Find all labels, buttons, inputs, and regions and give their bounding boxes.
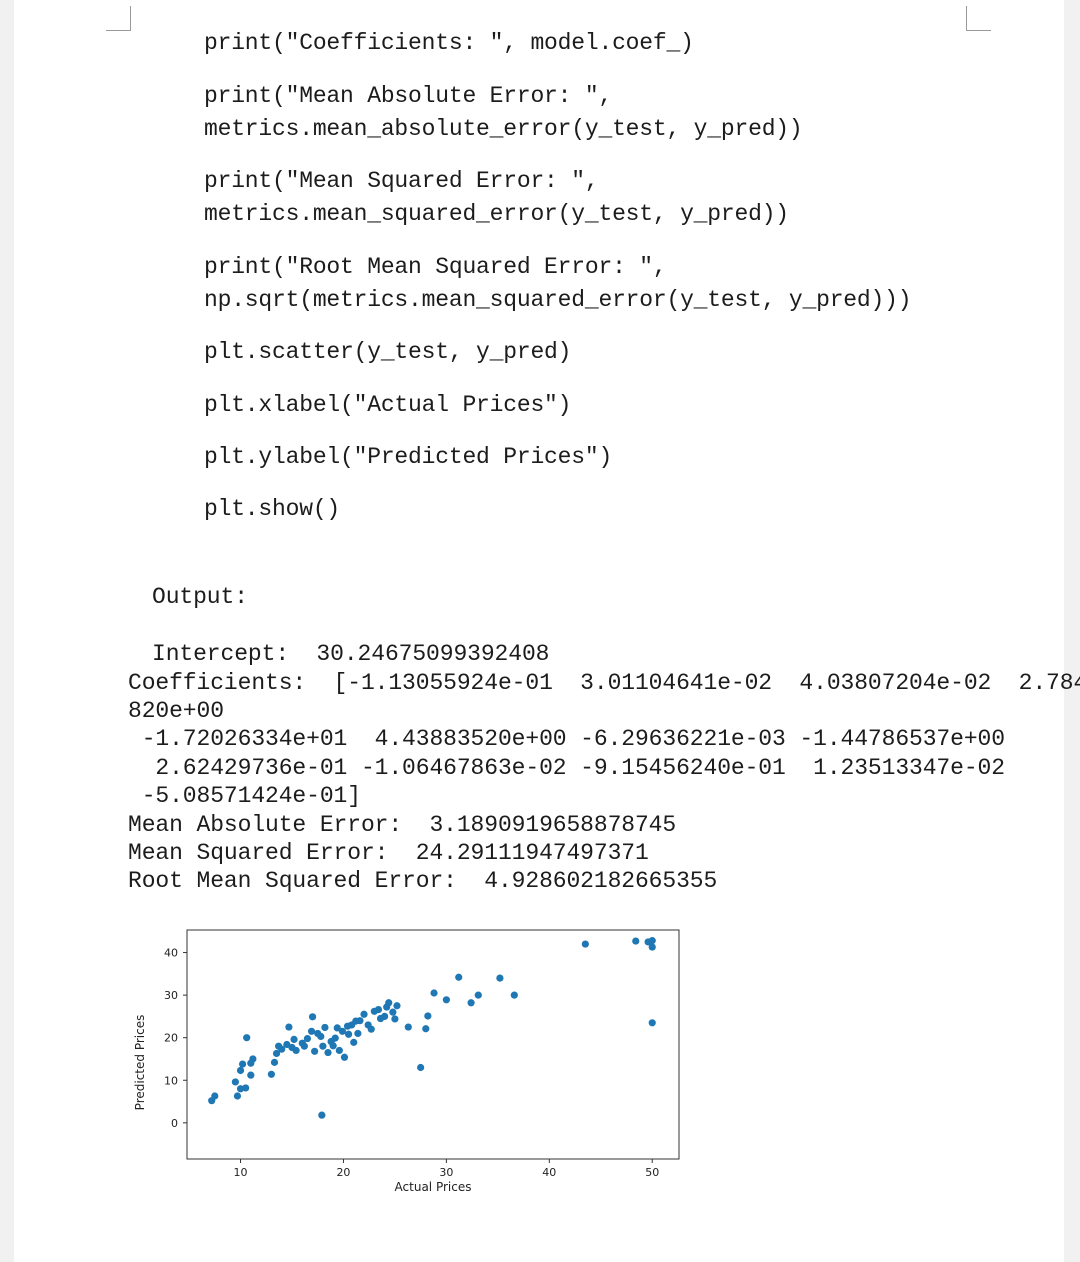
y-tick-label: 10 [164, 1074, 178, 1087]
scatter-point [385, 999, 392, 1006]
scatter-point [317, 1033, 324, 1040]
output-mae: Mean Absolute Error: 3.1890919658878745 [128, 811, 676, 839]
scatter-point [424, 1012, 431, 1019]
output-intercept: Intercept: 30.24675099392408 [152, 640, 549, 668]
y-tick-label: 0 [171, 1117, 178, 1130]
code-line-rmse: print("Root Mean Squared Error: ", np.sq… [204, 251, 911, 317]
y-tick-label: 20 [164, 1032, 178, 1045]
x-tick-label: 50 [645, 1166, 659, 1179]
scatter-point [339, 1028, 346, 1035]
y-tick-label: 30 [164, 989, 178, 1002]
scatter-point [330, 1042, 337, 1049]
output-heading: Output: [152, 583, 248, 611]
scatter-point [350, 1039, 357, 1046]
axes: 10 20 30 40 50 0 10 20 30 40 [164, 947, 659, 1179]
x-tick-label: 20 [336, 1166, 350, 1179]
code-line-mse: print("Mean Squared Error: ", metrics.me… [204, 165, 789, 231]
scatter-point [417, 1064, 424, 1071]
code-line-mae: print("Mean Absolute Error: ", metrics.m… [204, 80, 803, 146]
scatter-point [304, 1035, 311, 1042]
scatter-point [467, 999, 474, 1006]
scatter-point [649, 1019, 656, 1026]
code-line-show: plt.show() [204, 493, 340, 526]
scatter-chart: 10 20 30 40 50 0 10 20 30 40 Actual Prices Predic… [120, 918, 700, 1208]
x-tick-label: 10 [234, 1166, 248, 1179]
y-tick-label: 40 [164, 947, 178, 960]
output-coefficients-line-4: 2.62429736e-01 -1.06467863e-02 -9.154562… [128, 754, 1005, 782]
scatter-point [336, 1047, 343, 1054]
scatter-point [293, 1047, 300, 1054]
scatter-point [443, 996, 450, 1003]
scatter-point [405, 1023, 412, 1030]
scatter-point [341, 1054, 348, 1061]
plot-frame [187, 930, 679, 1159]
output-rmse: Root Mean Squared Error: 4.9286021826653… [128, 867, 717, 895]
scatter-point [321, 1024, 328, 1031]
scatter-point [232, 1078, 239, 1085]
scatter-point [582, 940, 589, 947]
scatter-points [208, 937, 656, 1119]
scatter-point [354, 1030, 361, 1037]
scatter-point [243, 1034, 250, 1041]
x-tick-label: 30 [439, 1166, 453, 1179]
scatter-point [496, 974, 503, 981]
crop-mark-top-left [106, 6, 131, 31]
crop-mark-top-right [966, 6, 991, 31]
scatter-point [319, 1043, 326, 1050]
scatter-point [381, 1013, 388, 1020]
scatter-point [237, 1085, 244, 1092]
scatter-point [632, 937, 639, 944]
scatter-point [247, 1072, 254, 1079]
scatter-point [237, 1067, 244, 1074]
scatter-point [332, 1035, 339, 1042]
scatter-point [324, 1049, 331, 1056]
y-axis-label: Predicted Prices [133, 1015, 147, 1111]
scatter-point [649, 943, 656, 950]
scatter-point [455, 974, 462, 981]
scatter-point [422, 1025, 429, 1032]
x-tick-label: 40 [542, 1166, 556, 1179]
scatter-point [368, 1026, 375, 1033]
scatter-point [475, 992, 482, 999]
code-line-scatter: plt.scatter(y_test, y_pred) [204, 336, 571, 369]
scatter-point [649, 937, 656, 944]
code-line-coefficients: print("Coefficients: ", model.coef_) [204, 27, 694, 60]
scatter-point [511, 992, 518, 999]
code-line-ylabel: plt.ylabel("Predicted Prices") [204, 441, 612, 474]
code-line-xlabel: plt.xlabel("Actual Prices") [204, 389, 571, 422]
scatter-point [308, 1028, 315, 1035]
scatter-point [375, 1006, 382, 1013]
scatter-point [356, 1017, 363, 1024]
scatter-point [268, 1071, 275, 1078]
scatter-point [271, 1059, 278, 1066]
scatter-point [309, 1013, 316, 1020]
scatter-point [389, 1009, 396, 1016]
output-mse: Mean Squared Error: 24.29111947497371 [128, 839, 649, 867]
x-axis-label: Actual Prices [395, 1180, 472, 1194]
output-coefficients-line-5: -5.08571424e-01] [128, 782, 361, 810]
output-coefficients-line-1: Coefficients: [-1.13055924e-01 3.0110464… [128, 669, 1080, 697]
scatter-point [393, 1002, 400, 1009]
scatter-point [208, 1097, 215, 1104]
scatter-point [239, 1060, 246, 1067]
scatter-point [345, 1031, 352, 1038]
scatter-point [360, 1011, 367, 1018]
scatter-point [301, 1043, 308, 1050]
output-coefficients-line-3: -1.72026334e+01 4.43883520e+00 -6.296362… [128, 725, 1005, 753]
output-coefficients-line-2: 820e+00 [128, 697, 224, 725]
scatter-point [290, 1036, 297, 1043]
scatter-point [234, 1092, 241, 1099]
scatter-point [318, 1112, 325, 1119]
scatter-point [391, 1015, 398, 1022]
scatter-point [285, 1023, 292, 1030]
scatter-point [311, 1048, 318, 1055]
scatter-point [430, 989, 437, 996]
scatter-point [247, 1060, 254, 1067]
